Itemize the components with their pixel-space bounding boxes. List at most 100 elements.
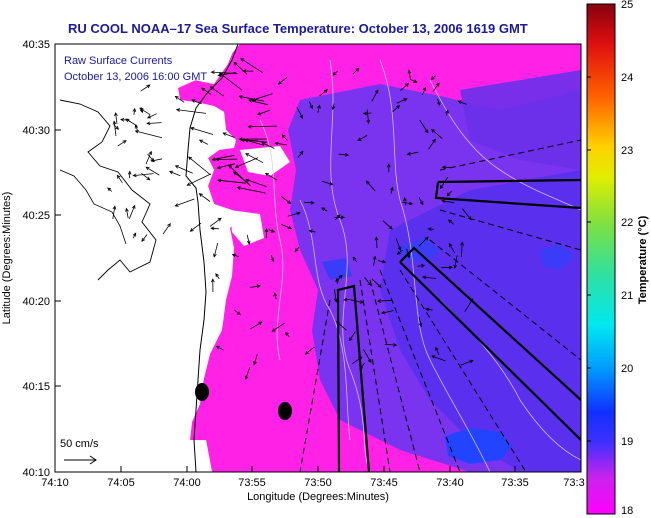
- current-vector: [461, 242, 463, 257]
- y-tick-label: 40:15: [22, 381, 50, 393]
- current-vector: [417, 265, 425, 267]
- current-vector: [377, 260, 386, 263]
- current-vector: [338, 153, 349, 156]
- current-vector: [275, 142, 287, 146]
- current-vector-head: [217, 217, 222, 222]
- current-vector-head: [469, 359, 474, 364]
- current-vector: [145, 151, 152, 165]
- current-vector-head: [469, 298, 474, 303]
- current-vector: [281, 134, 288, 141]
- current-vector: [349, 331, 356, 341]
- current-vector-head: [145, 166, 150, 171]
- current-vector-head: [287, 200, 292, 204]
- current-vector: [350, 299, 364, 303]
- cold-patch-west: [322, 258, 352, 280]
- current-vector-head: [430, 128, 435, 133]
- current-vector: [147, 122, 162, 124]
- current-vector: [245, 153, 264, 164]
- current-vector-head: [167, 222, 171, 228]
- current-vector: [357, 135, 368, 141]
- current-vector: [140, 84, 151, 92]
- current-vector-head: [435, 82, 440, 87]
- current-vector: [352, 257, 358, 263]
- current-vector-head: [457, 100, 462, 104]
- current-vector-head: [125, 118, 130, 123]
- current-vector: [217, 163, 236, 169]
- current-vector-head: [448, 242, 453, 248]
- current-vector: [249, 321, 263, 330]
- current-vector: [215, 273, 220, 280]
- x-tick-label: 74:05: [107, 477, 135, 489]
- current-vector-head: [374, 89, 379, 94]
- current-vector: [366, 180, 376, 192]
- current-vector-head: [359, 365, 364, 370]
- river-outline: [59, 169, 127, 245]
- current-vector-head: [281, 134, 286, 139]
- current-vector: [209, 217, 222, 227]
- current-vector: [446, 190, 452, 197]
- current-vector-head: [222, 132, 227, 136]
- current-vector: [428, 139, 436, 150]
- current-vector: [246, 234, 250, 244]
- current-vector: [382, 220, 393, 230]
- current-vector: [245, 139, 265, 146]
- current-vector: [250, 285, 261, 288]
- current-vector-head: [258, 321, 263, 326]
- current-vector-head: [304, 350, 309, 355]
- current-vector: [294, 246, 300, 252]
- current-vector: [305, 346, 315, 355]
- current-vector: [212, 154, 235, 161]
- current-vector: [253, 354, 258, 365]
- current-vector-head: [352, 256, 357, 261]
- current-vector-head: [261, 142, 266, 146]
- current-vector: [117, 175, 123, 184]
- current-vector: [285, 332, 290, 338]
- current-vector-head: [127, 170, 132, 175]
- current-vector-head: [277, 80, 282, 85]
- current-vector-head: [150, 157, 155, 162]
- current-vector-head: [467, 216, 472, 221]
- current-vector-head: [146, 121, 151, 126]
- colorbar-tick-label: 19: [621, 436, 633, 448]
- current-vector: [428, 228, 435, 230]
- current-vector: [401, 201, 413, 205]
- overlay-line-1: Raw Surface Currents: [64, 55, 173, 67]
- current-vector-head: [321, 207, 326, 212]
- current-vector: [322, 180, 333, 185]
- current-vector-head: [406, 151, 411, 156]
- current-vector: [373, 256, 376, 266]
- current-vector-head: [238, 95, 243, 99]
- current-vector-head: [436, 101, 441, 106]
- current-vector: [240, 58, 264, 74]
- x-tick-label: 73:55: [238, 477, 266, 489]
- current-vector: [418, 236, 429, 247]
- current-vector-head: [299, 114, 304, 120]
- colorbar-tick-label: 20: [621, 363, 633, 375]
- current-vector-head: [441, 165, 446, 170]
- x-tick-label: 73:3: [563, 477, 584, 489]
- colorbar-tick-label: 21: [621, 290, 633, 302]
- current-vector: [407, 151, 419, 155]
- map-title: RU COOL NOAA–17 Sea Surface Temperature:…: [68, 21, 528, 36]
- current-vector-head: [357, 137, 362, 141]
- current-vector-head: [215, 157, 220, 162]
- current-vector-head: [234, 164, 239, 168]
- current-vector-head: [367, 281, 372, 287]
- current-vector-head: [132, 107, 137, 113]
- current-vector: [437, 98, 440, 106]
- colorbar-tick-label: 23: [621, 145, 633, 157]
- current-vector-head: [231, 253, 236, 258]
- current-vector: [319, 89, 328, 97]
- current-vector-head: [112, 205, 117, 210]
- current-vector-head: [125, 207, 129, 212]
- temperature-colorbar: 25 24 23 22 21 20 19 18 Temperature (°C): [586, 0, 649, 517]
- current-vector-head: [460, 241, 464, 246]
- current-vector-head: [191, 99, 196, 103]
- current-vector: [219, 72, 243, 91]
- current-vector-head: [309, 105, 313, 110]
- current-vector: [278, 77, 288, 85]
- current-vector: [431, 129, 443, 139]
- x-tick-label: 74:10: [41, 477, 69, 489]
- current-vector: [248, 125, 277, 128]
- current-vector-head: [448, 265, 454, 270]
